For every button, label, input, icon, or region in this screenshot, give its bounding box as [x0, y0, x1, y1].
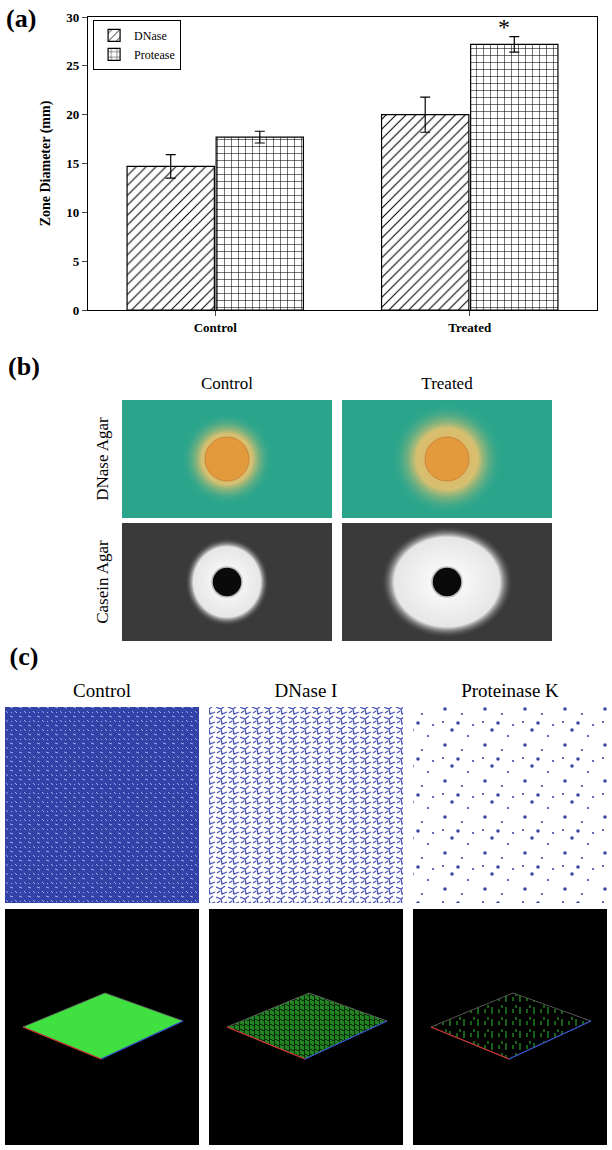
svg-text:Control: Control	[194, 320, 237, 335]
svg-text:20: 20	[66, 107, 79, 122]
svg-text:Treated: Treated	[421, 374, 473, 393]
svg-text:0: 0	[73, 303, 80, 318]
svg-text:Treated: Treated	[448, 320, 492, 335]
svg-text:Proteinase K: Proteinase K	[461, 680, 559, 701]
svg-text:30: 30	[66, 10, 79, 25]
svg-text:Zone Diameter (mm): Zone Diameter (mm)	[38, 100, 54, 226]
svg-text:15: 15	[66, 156, 80, 171]
svg-text:10: 10	[66, 205, 79, 220]
svg-text:DNase I: DNase I	[275, 680, 338, 701]
svg-text:Protease: Protease	[134, 48, 175, 62]
svg-text:Control: Control	[73, 680, 131, 701]
svg-text:DNase Agar: DNase Agar	[93, 417, 112, 501]
svg-text:25: 25	[66, 58, 80, 73]
svg-text:DNase: DNase	[134, 29, 167, 43]
html-text:(a): (a)	[6, 4, 37, 33]
svg-text:Control: Control	[201, 374, 253, 393]
svg-text:*: *	[498, 14, 510, 40]
svg-text:5: 5	[73, 254, 80, 269]
svg-text:Casein Agar: Casein Agar	[93, 540, 112, 624]
svg-text:(c): (c)	[10, 642, 39, 671]
svg-text:(b): (b)	[8, 352, 40, 381]
